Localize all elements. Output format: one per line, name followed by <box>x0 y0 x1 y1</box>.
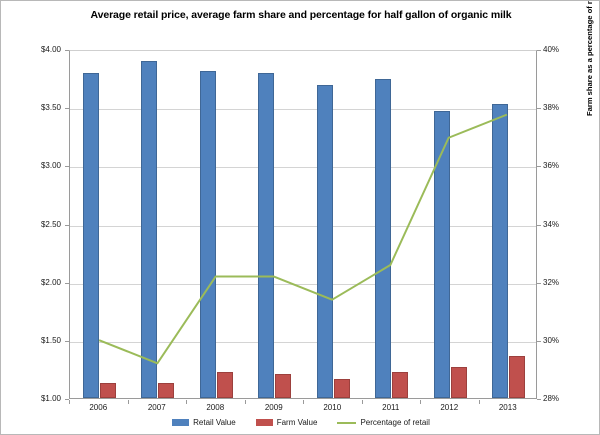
gridline <box>70 283 536 285</box>
x-axis-tickmark <box>303 400 304 404</box>
y-axis-right-tickmark <box>537 50 541 51</box>
bar-retail-value <box>433 110 450 398</box>
bar-farm-value <box>450 366 467 398</box>
legend-item-percentage-of-retail: Percentage of retail <box>337 418 430 427</box>
bar-retail-value <box>316 85 333 398</box>
y-axis-left-tick-label: $2.50 <box>40 219 61 229</box>
legend-swatch-farm-value <box>255 419 273 426</box>
bar-farm-value <box>392 372 409 398</box>
y-axis-left-tick-label: $1.00 <box>40 394 61 403</box>
legend-label-farm-value: Farm Value <box>276 418 318 427</box>
bar-farm-value <box>509 356 526 398</box>
legend-label-retail-value: Retail Value <box>193 418 236 427</box>
y-axis-left-tick-label: $3.50 <box>40 103 61 113</box>
y-axis-right-tick-label: 32% <box>543 277 560 287</box>
gridline <box>70 225 536 227</box>
x-axis-tick-label: 2009 <box>264 403 283 412</box>
x-axis-tickmark <box>478 400 480 404</box>
bar-retail-value <box>258 73 275 398</box>
x-axis-tickmark <box>244 400 246 404</box>
legend-swatch-percentage-of-retail <box>337 421 357 424</box>
y-axis-right-tick-label: 40% <box>543 45 560 54</box>
y-axis-right-tick-label: 34% <box>543 219 560 229</box>
legend-swatch-retail-value <box>172 419 190 426</box>
bar-retail-value <box>375 79 392 398</box>
y-axis-right-tickmark <box>537 282 541 284</box>
percentage-line-series <box>98 113 508 365</box>
bar-farm-value <box>216 372 233 398</box>
x-axis-tickmark <box>127 400 129 404</box>
y-axis-right-tickmark <box>537 399 541 400</box>
y-axis-right-tickmark <box>537 108 541 110</box>
bar-farm-value <box>158 382 175 398</box>
y-axis-right-tick-label: 30% <box>543 335 560 345</box>
bar-farm-value <box>333 379 350 398</box>
y-axis-left-tickmark <box>65 224 69 226</box>
y-axis-left-tick-label: $1.50 <box>40 335 61 345</box>
y-axis-right-title: Farm share as a percentage of retail val… <box>585 0 594 116</box>
x-axis-tick-label: 2013 <box>498 403 517 412</box>
bar-farm-value <box>275 373 292 398</box>
x-axis-tickmark <box>420 400 421 404</box>
x-axis-tick-label: 2008 <box>206 403 225 412</box>
y-axis-left-tickmark <box>65 399 69 400</box>
y-axis-right-tick-label: 38% <box>543 103 560 113</box>
legend-item-retail-value: Retail Value <box>172 418 236 427</box>
y-axis-left-tickmark <box>65 282 69 284</box>
x-axis-tick-label: 2006 <box>89 403 108 412</box>
y-axis-right-tickmark <box>537 340 541 342</box>
y-axis-right-tick-label: 36% <box>543 161 560 171</box>
chart-legend: Retail Value Farm Value Percentage of re… <box>1 418 599 427</box>
x-axis-tickmark <box>186 400 187 404</box>
x-axis-tickmark <box>69 400 70 404</box>
plot-area <box>69 50 537 399</box>
legend-label-percentage-of-retail: Percentage of retail <box>360 418 430 427</box>
y-axis-left-tickmark <box>65 340 69 342</box>
bar-retail-value <box>492 103 509 398</box>
legend-item-farm-value: Farm Value <box>255 418 318 427</box>
y-axis-left-tick-label: $3.00 <box>40 161 61 171</box>
chart-title: Average retail price, average farm share… <box>90 9 512 21</box>
y-axis-left-tickmark <box>65 50 69 51</box>
gridline <box>70 109 536 111</box>
x-axis-tickmark <box>361 400 363 404</box>
bar-retail-value <box>82 73 99 398</box>
y-axis-right-tick-label: 28% <box>543 394 560 403</box>
x-axis-tick-label: 2011 <box>382 403 400 412</box>
gridline <box>70 341 536 343</box>
y-axis-right-tickmark <box>537 166 541 168</box>
x-axis-tick-label: 2012 <box>440 403 459 412</box>
gridline <box>70 167 536 169</box>
bar-retail-value <box>141 60 158 398</box>
y-axis-right-tickmark <box>537 224 541 226</box>
y-axis-left-tickmark <box>65 108 69 110</box>
bar-retail-value <box>199 71 216 398</box>
x-axis-tick-label: 2010 <box>323 403 342 412</box>
y-axis-left-tick-label: $2.00 <box>40 277 61 287</box>
bar-farm-value <box>99 382 116 398</box>
y-axis-left-tick-label: $4.00 <box>40 45 61 54</box>
x-axis-tick-label: 2007 <box>147 403 166 412</box>
y-axis-left-tickmark <box>65 166 69 168</box>
